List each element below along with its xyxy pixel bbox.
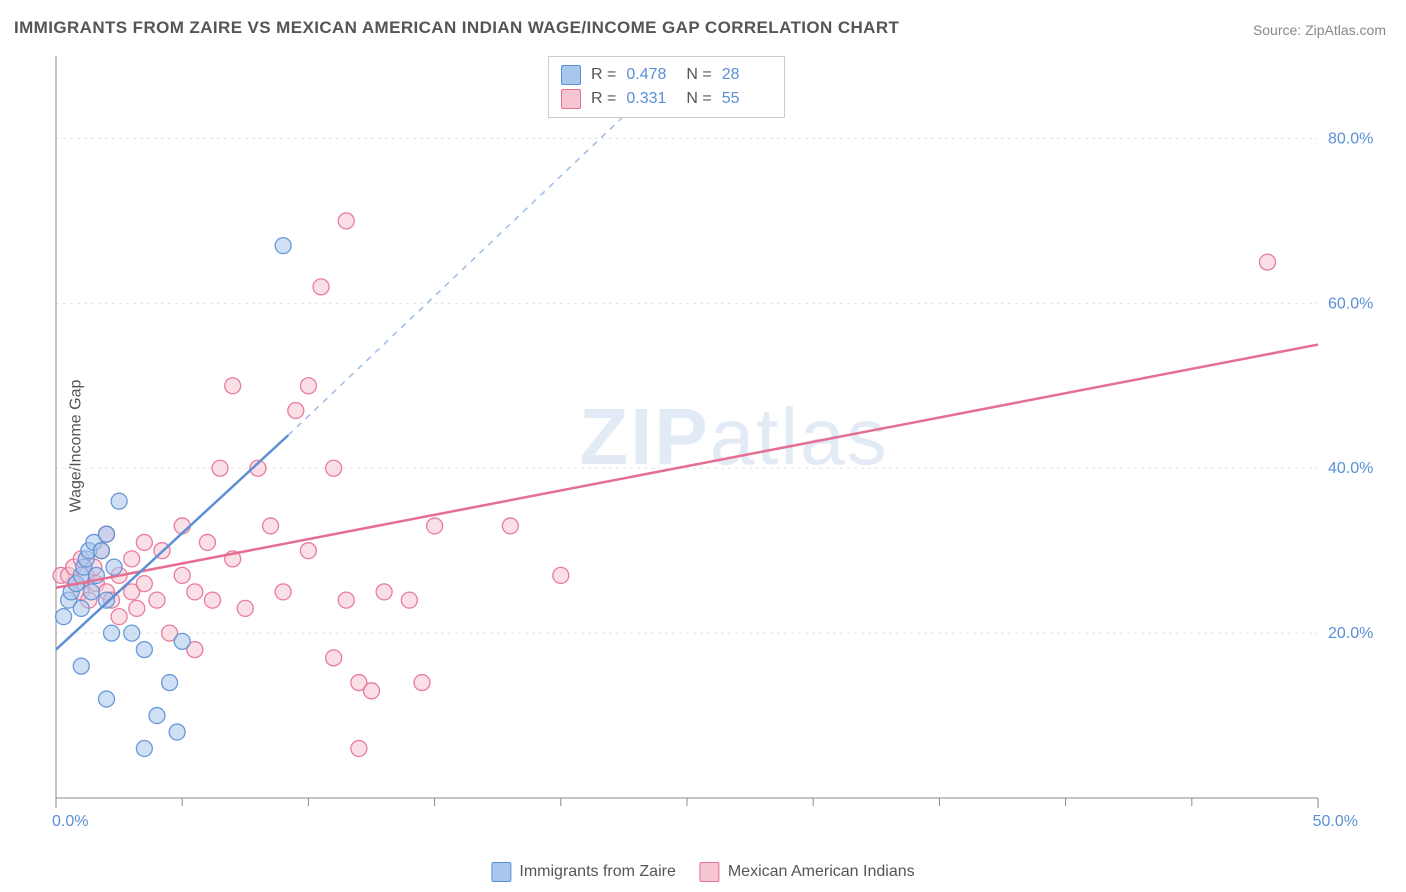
svg-text:50.0%: 50.0% — [1313, 813, 1358, 830]
chart-container: IMMIGRANTS FROM ZAIRE VS MEXICAN AMERICA… — [0, 0, 1406, 892]
svg-text:20.0%: 20.0% — [1328, 625, 1373, 642]
n-label: N = — [686, 66, 711, 84]
chart-title: IMMIGRANTS FROM ZAIRE VS MEXICAN AMERICA… — [14, 18, 899, 38]
svg-text:0.0%: 0.0% — [52, 813, 88, 830]
svg-text:40.0%: 40.0% — [1328, 460, 1373, 477]
legend-label-zaire: Immigrants from Zaire — [519, 863, 675, 881]
r-value-mexican: 0.331 — [626, 90, 676, 108]
r-label: R = — [591, 90, 616, 108]
r-label: R = — [591, 66, 616, 84]
svg-text:60.0%: 60.0% — [1328, 295, 1373, 312]
plot-area: 20.0% 40.0% 60.0% 80.0% 0.0% 50.0% — [48, 50, 1388, 840]
r-value-zaire: 0.478 — [626, 66, 676, 84]
correlation-legend-box: R = 0.478 N = 28 R = 0.331 N = 55 — [548, 56, 785, 118]
n-value-zaire: 28 — [722, 66, 772, 84]
legend-bottom: Immigrants from Zaire Mexican American I… — [491, 862, 914, 882]
swatch-zaire — [561, 65, 581, 85]
n-value-mexican: 55 — [722, 90, 772, 108]
correlation-row-zaire: R = 0.478 N = 28 — [561, 63, 772, 87]
swatch-mexican — [561, 89, 581, 109]
legend-swatch-zaire — [491, 862, 511, 882]
correlation-row-mexican: R = 0.331 N = 55 — [561, 87, 772, 111]
legend-item-zaire: Immigrants from Zaire — [491, 862, 675, 882]
legend-item-mexican: Mexican American Indians — [700, 862, 915, 882]
chart-svg: 20.0% 40.0% 60.0% 80.0% 0.0% 50.0% — [48, 50, 1388, 840]
n-label: N = — [686, 90, 711, 108]
legend-label-mexican: Mexican American Indians — [728, 863, 915, 881]
source-attribution: Source: ZipAtlas.com — [1253, 22, 1386, 38]
legend-swatch-mexican — [700, 862, 720, 882]
svg-text:80.0%: 80.0% — [1328, 130, 1373, 147]
